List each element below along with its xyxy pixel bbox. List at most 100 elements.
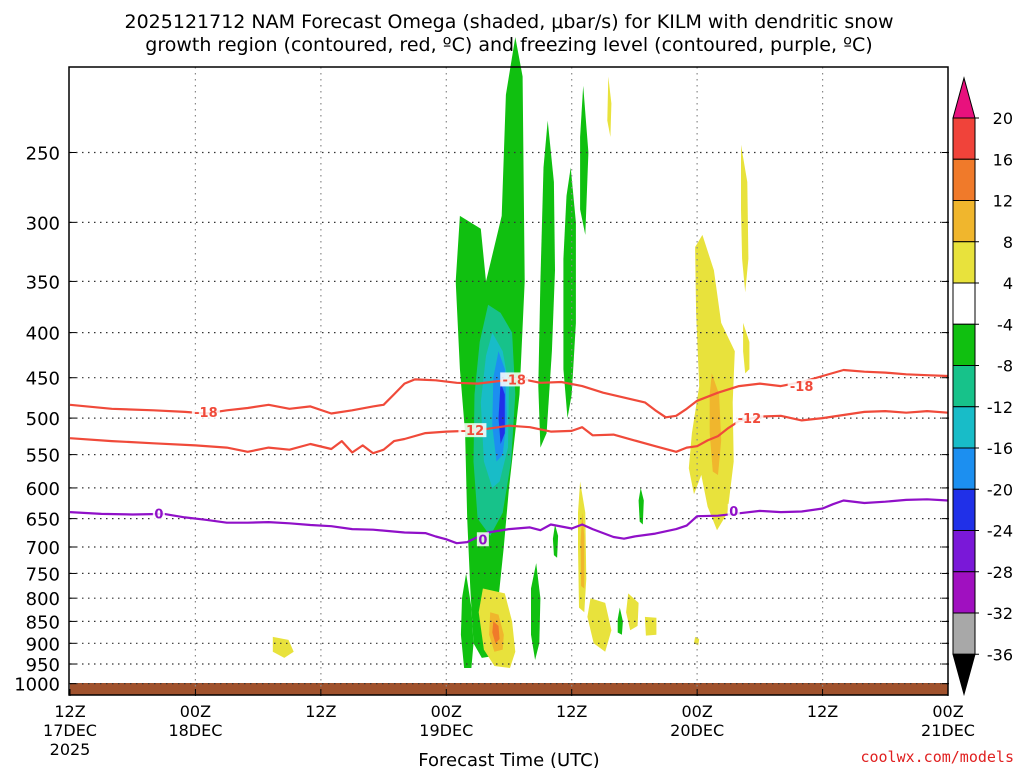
colorbar-label-11: -28 <box>987 563 1013 582</box>
y-tick-label-550: 550 <box>26 446 60 467</box>
omega-region-ascent-core-4 <box>498 382 505 444</box>
contour-label-bg-2-1 <box>476 532 489 547</box>
colorbar-swatch-11 <box>952 571 976 614</box>
omega-region-descent-low-core-2 <box>492 621 500 644</box>
omega-region-ascent-small-2 <box>552 524 559 558</box>
x-tick-label-top-h60: 00Z <box>681 702 712 721</box>
colorbar-top-arrow <box>952 76 976 119</box>
colorbar-swatch-7 <box>952 406 976 449</box>
colorbar-swatch-9 <box>952 488 976 531</box>
colorbar-swatch-8 <box>952 447 976 490</box>
y-tick-label-1000: 1000 <box>14 675 60 696</box>
colorbar-swatch-2 <box>952 200 976 243</box>
omega-shading <box>272 37 750 668</box>
contour-label-1-1: -12 <box>738 412 762 427</box>
y-tick-label-600: 600 <box>26 479 60 500</box>
colorbar-label-0: 20 <box>993 109 1013 128</box>
colorbar-label-5: -4 <box>997 315 1013 334</box>
contour-label-0-2: -18 <box>790 380 814 395</box>
colorbar-label-7: -12 <box>987 398 1013 417</box>
colorbar-label-12: -32 <box>987 604 1013 623</box>
colorbar-label-9: -20 <box>987 480 1013 499</box>
y-tick-label-250: 250 <box>26 143 60 164</box>
x-tick-label-top-h84: 00Z <box>932 702 963 721</box>
contour-label-bg-0-2 <box>787 379 816 394</box>
colorbar-label-3: 8 <box>1003 233 1013 252</box>
x-axis-label: Forecast Time (UTC) <box>418 750 599 768</box>
colorbar-label-10: -24 <box>987 522 1013 541</box>
colorbar-swatch-1 <box>952 158 976 201</box>
colorbar-swatch-0 <box>952 117 976 160</box>
omega-region-descent-lower-blob <box>587 598 612 652</box>
colorbar: 20 16 12 8 4 -4 -8 -12 -16 -20 -24 -28 -32 -36 <box>952 76 1013 697</box>
y-tick-label-950: 950 <box>26 655 60 676</box>
omega-region-descent-thin-core <box>580 512 585 589</box>
omega-region-ascent-small-3 <box>617 607 623 635</box>
contour-label-bg-2-0 <box>152 506 165 521</box>
contour-label-bg-2-2 <box>727 503 740 518</box>
colorbar-swatch-3 <box>952 241 976 284</box>
contour-label-bg-1-0 <box>458 423 487 438</box>
contour-label-bg-0-1 <box>500 372 529 387</box>
y-tick-label-700: 700 <box>26 538 60 559</box>
y-tick-label-650: 650 <box>26 510 60 531</box>
x-tick-label-mid-h12: 18DEC <box>168 721 222 740</box>
omega-region-ascent-small-1 <box>638 487 644 525</box>
contour-label-0-0: -18 <box>194 406 218 421</box>
colorbar-swatch-12 <box>952 612 976 655</box>
credit-text: coolwx.com/models <box>860 748 1014 766</box>
omega-region-descent-top-sliver <box>607 76 612 137</box>
contour-label-bg-0-0 <box>191 404 220 419</box>
x-tick-label-mid-h36: 19DEC <box>419 721 473 740</box>
terrain-base <box>70 683 948 695</box>
omega-region-descent-lower-blob-3 <box>644 616 657 636</box>
omega-region-descent-east-core <box>709 373 722 475</box>
chart-title-line-1: 2025121712 NAM Forecast Omega (shaded, μ… <box>125 11 894 33</box>
y-tick-label-900: 900 <box>26 634 60 655</box>
x-tick-label-top-h12: 00Z <box>180 702 211 721</box>
colorbar-label-8: -16 <box>987 439 1013 458</box>
colorbar-bottom-arrow <box>952 653 976 697</box>
contour-label-2-1: 0 <box>478 533 487 548</box>
x-tick-label-bottom-h0: 2025 <box>50 740 91 759</box>
colorbar-label-13: -36 <box>987 645 1013 664</box>
omega-region-descent-tiny-left <box>272 636 294 658</box>
omega-region-descent-east-streak-2 <box>743 322 750 374</box>
contour-label-0-1: -18 <box>502 373 526 388</box>
contour-line-2 <box>69 498 949 545</box>
y-tick-label-400: 400 <box>26 324 60 345</box>
y-tick-label-800: 800 <box>26 589 60 610</box>
colorbar-label-1: 16 <box>993 150 1013 169</box>
contour-label-2-0: 0 <box>154 507 163 522</box>
pressure-axis: 2503003504004505005506006507007508008509… <box>14 143 949 696</box>
x-tick-label-top-h72: 12Z <box>807 702 838 721</box>
colorbar-swatch-5 <box>952 323 976 366</box>
omega-region-descent-lower-blob-2 <box>626 593 639 631</box>
colorbar-swatch-4 <box>952 282 976 325</box>
plot-frame <box>68 66 949 696</box>
y-tick-label-750: 750 <box>26 564 60 585</box>
x-tick-label-mid-h0: 17DEC <box>43 721 97 740</box>
y-tick-label-300: 300 <box>26 213 60 234</box>
x-tick-label-top-h0: 12Z <box>54 702 85 721</box>
omega-region-ascent-upper-streak-2 <box>563 167 576 419</box>
isotherm-labels: -18 -18 -18 -12 -12 0 0 0 <box>152 372 816 548</box>
x-tick-label-top-h24: 12Z <box>305 702 336 721</box>
omega-region-ascent-upper-streak-3 <box>580 85 589 235</box>
colorbar-swatch-10 <box>952 530 976 573</box>
colorbar-label-2: 12 <box>993 192 1013 211</box>
chart-title-line-2: growth region (contoured, red, ºC) and f… <box>145 34 872 56</box>
x-tick-label-mid-h60: 20DEC <box>670 721 724 740</box>
colorbar-label-6: -8 <box>997 357 1013 376</box>
contour-label-2-2: 0 <box>729 505 738 520</box>
x-tick-label-mid-h84: 21DEC <box>921 721 975 740</box>
colorbar-swatch-6 <box>952 365 976 408</box>
contour-label-bg-1-1 <box>735 411 764 426</box>
y-tick-label-850: 850 <box>26 612 60 633</box>
y-tick-label-350: 350 <box>26 272 60 293</box>
y-tick-label-450: 450 <box>26 369 60 390</box>
omega-region-ascent-lower-streak <box>531 563 541 660</box>
contour-label-1-0: -12 <box>461 424 485 439</box>
